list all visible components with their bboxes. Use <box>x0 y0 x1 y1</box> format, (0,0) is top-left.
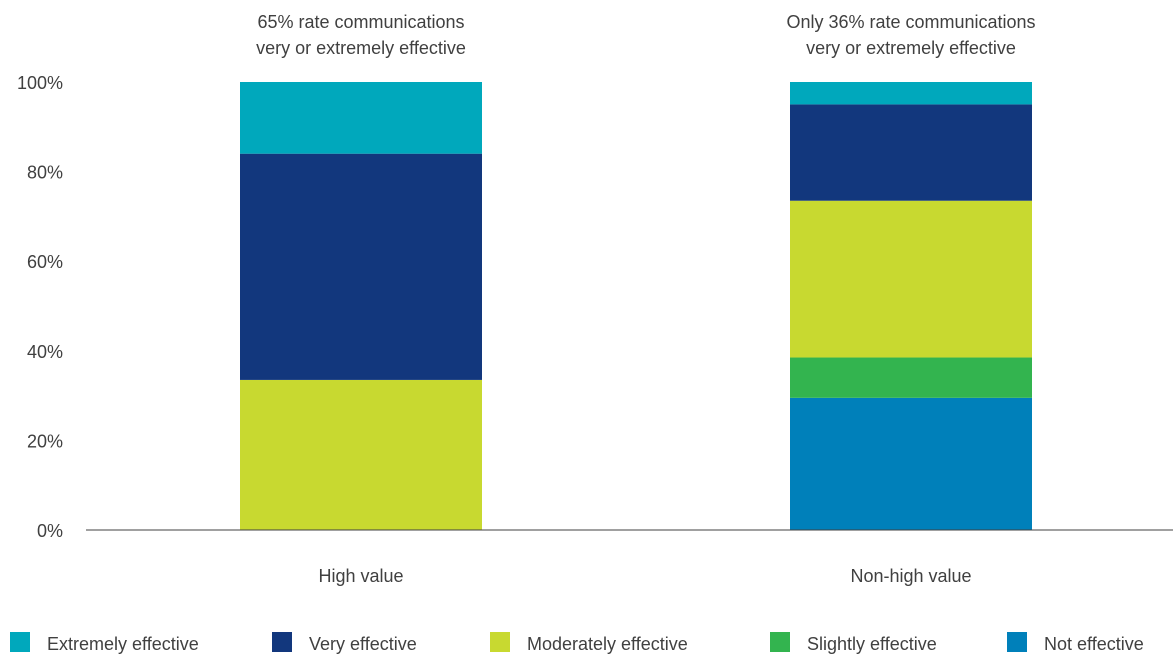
legend-label-extremely-effective: Extremely effective <box>47 634 199 654</box>
bar-segment-high-value-very-effective <box>240 153 482 380</box>
y-tick-label-0: 0% <box>37 521 63 541</box>
legend-swatch-extremely-effective <box>10 632 30 652</box>
bar-segment-non-high-value-not-effective <box>790 397 1032 530</box>
y-tick-label-40: 40% <box>27 342 63 362</box>
bar-annotation-high-value: 65% rate communications very or extremely… <box>256 12 466 58</box>
category-label-non-high-value: Non-high value <box>850 566 971 586</box>
bar-segment-non-high-value-extremely-effective <box>790 82 1032 105</box>
legend-label-very-effective: Very effective <box>309 634 417 654</box>
legend: Extremely effective Very effective Moderat… <box>10 632 1144 654</box>
x-axis-labels: High value Non-high value <box>318 566 971 586</box>
legend-swatch-moderately-effective <box>490 632 510 652</box>
legend-label-slightly-effective: Slightly effective <box>807 634 937 654</box>
y-axis: 0% 20% 40% 60% 80% 100% <box>17 73 63 541</box>
legend-swatch-slightly-effective <box>770 632 790 652</box>
y-tick-label-60: 60% <box>27 252 63 272</box>
legend-swatch-very-effective <box>272 632 292 652</box>
bar-segment-non-high-value-slightly-effective <box>790 357 1032 398</box>
y-tick-label-100: 100% <box>17 73 63 93</box>
bar-segment-high-value-moderately-effective <box>240 379 482 530</box>
bar-segment-non-high-value-moderately-effective <box>790 200 1032 358</box>
bar-segment-non-high-value-very-effective <box>790 104 1032 201</box>
bar-annotation-non-high-value: Only 36% rate communications very or extr… <box>786 12 1035 58</box>
y-tick-label-20: 20% <box>27 431 63 451</box>
legend-swatch-not-effective <box>1007 632 1027 652</box>
y-tick-label-80: 80% <box>27 163 63 183</box>
category-label-high-value: High value <box>318 566 403 586</box>
bars <box>240 82 1032 530</box>
legend-label-not-effective: Not effective <box>1044 634 1144 654</box>
bar-annotations: 65% rate communications very or extremely… <box>256 12 1035 58</box>
legend-label-moderately-effective: Moderately effective <box>527 634 688 654</box>
bar-segment-high-value-extremely-effective <box>240 82 482 154</box>
